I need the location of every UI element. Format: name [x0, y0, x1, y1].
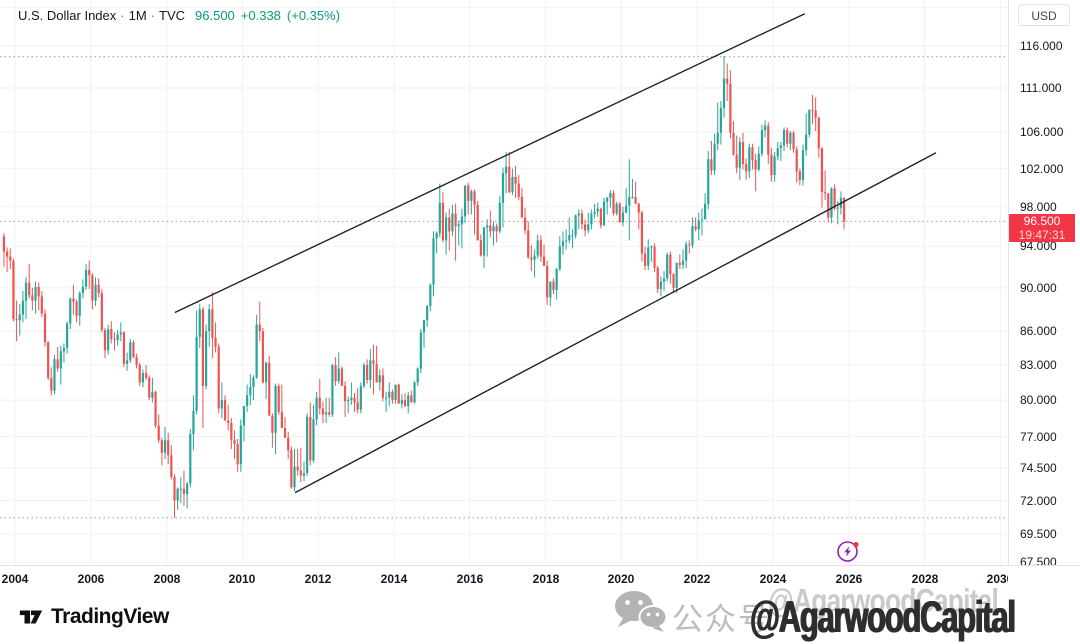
candlestick-chart[interactable]	[0, 0, 1008, 565]
price-axis-label: 94.000	[1020, 239, 1057, 253]
price-axis-label: 86.000	[1020, 324, 1057, 338]
time-axis-label: 2016	[456, 572, 484, 586]
interval-label[interactable]: 1M	[128, 8, 147, 23]
exchange-label[interactable]: TVC	[159, 8, 186, 23]
candlestick-series	[2, 55, 846, 518]
price-change-value: +0.338	[240, 8, 281, 23]
symbol-legend[interactable]: U.S. Dollar Index · 1M · TVC 96.500 +0.338 (+0.…	[18, 8, 346, 23]
time-axis-label: 2028	[911, 572, 939, 586]
time-axis-label: 2004	[1, 572, 29, 586]
price-axis-label: 116.000	[1020, 39, 1063, 53]
time-axis-label: 2020	[607, 572, 635, 586]
tradingview-logo-text: TradingView	[51, 605, 169, 628]
trendline	[294, 152, 937, 494]
price-change-percent: (+0.35%)	[286, 8, 341, 23]
chart-canvas[interactable]: U.S. Dollar Index · 1M · TVC 96.500 +0.338 (+0.…	[0, 0, 1008, 565]
price-axis-label: 80.000	[1020, 393, 1057, 407]
last-price-value: 96.500	[195, 8, 235, 23]
time-axis-label: 2010	[228, 572, 256, 586]
price-axis-label: 74.500	[1020, 461, 1057, 475]
time-axis-label: 2022	[683, 572, 711, 586]
tradingview-logo-icon	[19, 610, 43, 624]
time-axis-label: 2008	[153, 572, 181, 586]
time-axis[interactable]: 2004 2006 2008 2010 2012 2014 2016 2018 2020 2022…	[0, 565, 1080, 592]
price-axis-label: 102.000	[1020, 162, 1064, 176]
price-axis-label: 83.000	[1020, 358, 1057, 372]
price-axis-label: 90.000	[1020, 281, 1057, 295]
price-axis-label: 98.000	[1020, 200, 1057, 214]
time-axis-label: 2030	[986, 572, 1008, 586]
time-axis-label: 2006	[77, 572, 105, 586]
time-axis-label: 2014	[380, 572, 408, 586]
price-axis-label: 69.500	[1020, 527, 1057, 541]
time-axis-label: 2012	[304, 572, 332, 586]
time-axis-label: 2024	[759, 572, 787, 586]
alert-notification-dot	[853, 541, 859, 548]
last-price-label: 96.500 19:47:31	[1009, 214, 1075, 242]
price-axis[interactable]: USD 116.000 111.000 106.000 102.000 98.000 94…	[1008, 0, 1080, 569]
time-axis-label: 2018	[532, 572, 560, 586]
price-axis-label: 72.000	[1020, 494, 1057, 508]
trendline	[174, 13, 806, 314]
quick-alert-button[interactable]	[836, 539, 860, 563]
price-axis-label: 111.000	[1020, 81, 1062, 95]
symbol-title[interactable]: U.S. Dollar Index	[18, 8, 117, 23]
price-values: 96.500 +0.338 (+0.35%)	[195, 8, 346, 23]
time-axis-label: 2026	[835, 572, 863, 586]
legend-separator: ·	[120, 8, 125, 23]
bar-close-countdown: 19:47:31	[1018, 228, 1066, 242]
price-axis-label: 77.000	[1020, 430, 1057, 444]
legend-separator: ·	[150, 8, 156, 23]
price-axis-label: 106.000	[1020, 125, 1064, 139]
tradingview-logo[interactable]: TradingView	[18, 604, 169, 630]
last-price-text: 96.500	[1023, 214, 1061, 228]
time-axis-labels: 2004 2006 2008 2010 2012 2014 2016 2018 2020 2022…	[0, 566, 1008, 592]
footer-bar: TradingView	[0, 592, 1080, 644]
currency-unit-button[interactable]: USD	[1018, 4, 1070, 26]
lightning-bolt-icon	[837, 541, 859, 562]
